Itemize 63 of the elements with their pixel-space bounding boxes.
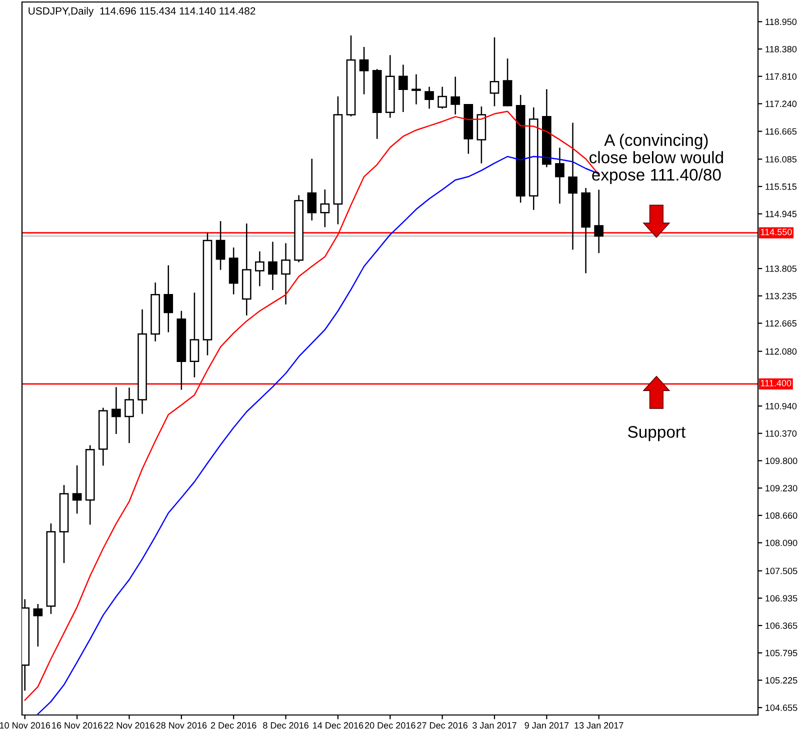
x-tick-label: 2 Dec 2016 [210,722,256,729]
candlestick [555,148,564,204]
y-tick-label: 112.080 [766,348,797,355]
candlestick [190,292,200,378]
ref-line-label: 111.400 [760,380,792,386]
y-tick-label: 116.665 [766,128,797,135]
candlestick [424,86,434,109]
candlestick [216,221,226,270]
y-tick-label: 115.515 [766,184,797,190]
y-tick-label: 105.795 [766,650,798,656]
candlestick [33,604,43,647]
candlestick [281,243,290,304]
candlestick [412,74,421,104]
y-tick-label: 104.655 [766,704,798,711]
candlestick [320,189,330,228]
x-tick-label: 27 Dec 2016 [417,722,468,729]
x-tick-label: 16 Nov 2016 [52,722,102,729]
y-tick-label: 113.805 [766,266,797,272]
x-tick-label: 13 Jan 2017 [574,722,624,729]
candlestick [307,158,317,220]
annotation: A (convincing) close below would expose 111.40/80 [590,134,723,184]
x-tick-label: 9 Jan 2017 [524,722,569,729]
y-tick-label: 107.505 [766,568,798,574]
candlestick [164,265,174,332]
candlestick [359,46,369,94]
y-tick-label: 109.230 [766,485,798,492]
y-tick-label: 116.085 [766,156,797,162]
y-tick-label: 108.660 [766,512,798,519]
candlestick [490,37,500,106]
candlestick [112,387,121,434]
candlestick [568,122,578,250]
x-tick-label: 8 Dec 2016 [263,722,308,729]
candlestick [594,190,604,254]
candlestick [268,242,278,290]
y-tick-label: 117.810 [766,73,797,80]
y-tick-label: 118.380 [766,46,797,52]
y-tick-label: 113.235 [766,292,797,300]
y-tick-label: 106.365 [766,622,798,629]
y-tick-label: 118.950 [766,18,797,26]
candlestick [124,388,134,444]
x-tick-label: 28 Nov 2016 [156,722,207,729]
x-tick-label: 10 Nov 2016 [0,722,50,729]
candlestick [72,465,82,514]
y-tick-label: 109.800 [766,458,798,464]
x-tick-label: 3 Jan 2017 [472,722,516,729]
y-tick-label: 110.370 [766,430,797,437]
candlestick [450,76,460,114]
y-tick-label: 114.945 [766,210,797,218]
x-tick-label: 14 Dec 2016 [313,722,364,729]
y-tick-label: 106.935 [766,595,798,602]
text: Support [628,426,686,442]
candlestick [398,64,408,112]
chart-title: USDJPY,Daily 114.696 115.434 114.140 114.482 [28,6,256,17]
candlestick [438,86,447,109]
y-tick-label: 117.240 [766,100,797,108]
x-tick-label: 22 Nov 2016 [104,722,154,729]
y-tick-label: 112.665 [766,320,797,327]
ref-line-label: 114.550 [760,228,792,236]
candlestick [255,251,264,286]
y-tick-label: 105.225 [766,677,798,684]
y-tick-label: 108.090 [766,540,798,546]
y-tick-label: 110.940 [766,402,797,410]
x-tick-label: 20 Dec 2016 [364,722,416,729]
